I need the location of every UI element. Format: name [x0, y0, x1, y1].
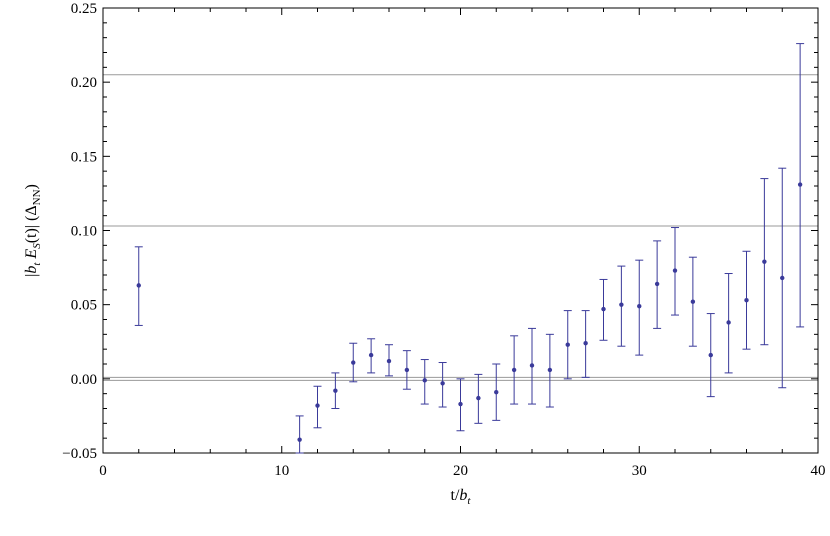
data-point: [780, 275, 785, 281]
y-tick-label: 0.20: [71, 75, 97, 91]
x-tick-label: 40: [811, 463, 826, 479]
data-point: [386, 358, 392, 364]
axis-ticks: [102, 7, 819, 454]
data-point: [404, 367, 410, 373]
data-point: [315, 403, 320, 408]
data-point: [654, 281, 660, 287]
data-point: [494, 389, 499, 395]
data-point: [333, 388, 338, 393]
data-point: [708, 352, 713, 358]
data-point: [672, 268, 678, 273]
data-point: [601, 306, 606, 312]
y-tick-label: 0.15: [71, 149, 97, 165]
error-bar: [295, 415, 304, 454]
y-tick-label: 0.10: [71, 224, 97, 240]
data-point: [351, 360, 356, 365]
data-point: [690, 299, 696, 304]
data-point: [511, 367, 517, 373]
y-axis-label: |bt ES(t)| (ΔNN): [23, 184, 43, 277]
x-tick-label: 10: [274, 463, 289, 479]
x-tick-label: 0: [99, 463, 107, 479]
x-tick-label: 20: [453, 463, 468, 479]
data-point: [368, 352, 374, 358]
error-bars: [134, 43, 805, 454]
data-point: [476, 395, 481, 401]
data-point: [529, 363, 535, 368]
data-point: [797, 182, 803, 187]
data-point: [565, 342, 570, 347]
data-point: [583, 341, 588, 346]
data-point: [744, 298, 749, 303]
data-point: [619, 302, 624, 307]
data-point: [440, 381, 445, 386]
tick-labels: 0 10 20 30 40 −0.05 0.00 0.05 0.10 0.15 0.20 0.25: [62, 1, 825, 479]
data-point: [762, 259, 767, 264]
data-points: [136, 182, 803, 442]
y-tick-label: 0.00: [71, 372, 97, 388]
data-point: [422, 378, 427, 383]
data-point: [726, 320, 731, 325]
data-point: [637, 303, 642, 309]
x-axis-label: t/bt: [451, 487, 472, 507]
data-point: [547, 367, 553, 373]
x-tick-label: 30: [632, 463, 647, 479]
data-point: [136, 283, 141, 288]
y-tick-label: −0.05: [62, 446, 97, 462]
data-point: [458, 401, 463, 407]
y-tick-label: 0.05: [71, 298, 97, 314]
y-tick-label: 0.25: [71, 1, 97, 17]
data-point: [297, 437, 302, 442]
